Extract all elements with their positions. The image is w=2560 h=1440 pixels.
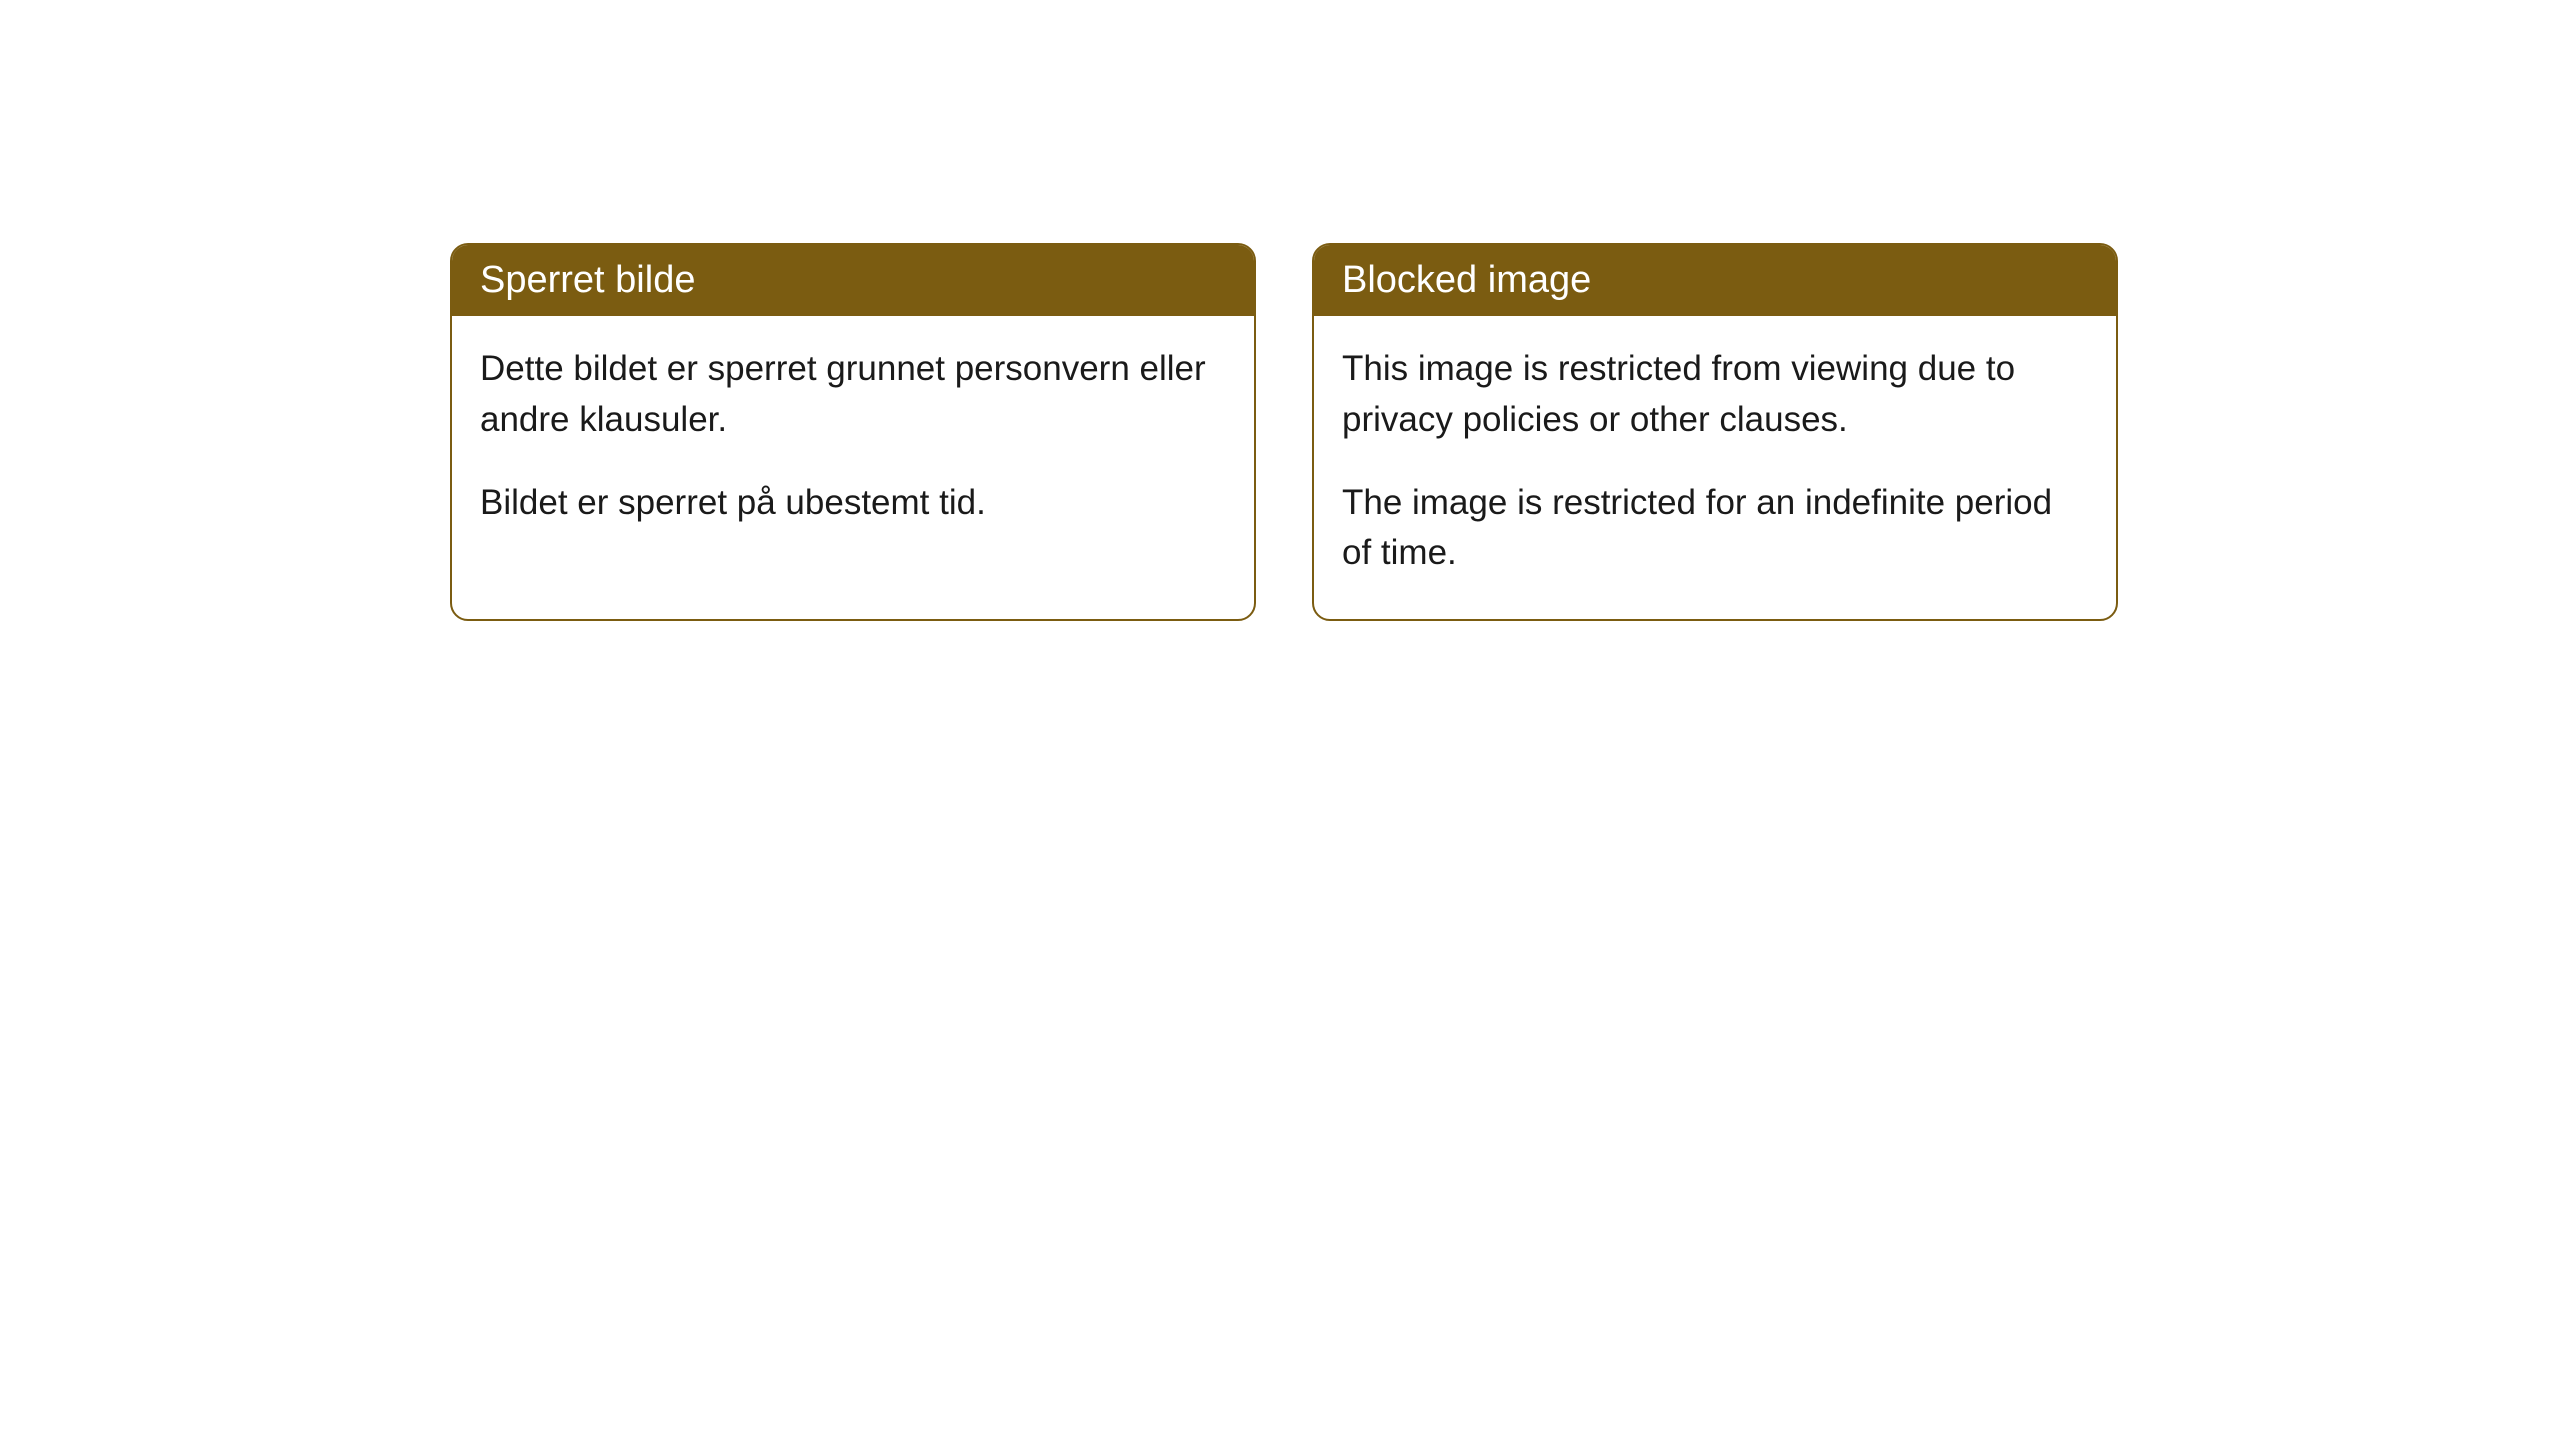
notice-cards-container: Sperret bilde Dette bildet er sperret gr… (450, 243, 2118, 621)
card-paragraph: The image is restricted for an indefinit… (1342, 478, 2088, 580)
card-title: Sperret bilde (480, 259, 695, 301)
card-title: Blocked image (1342, 259, 1591, 301)
card-paragraph: Dette bildet er sperret grunnet personve… (480, 344, 1226, 446)
card-paragraph: This image is restricted from viewing du… (1342, 344, 2088, 446)
card-header-english: Blocked image (1314, 245, 2116, 316)
notice-card-norwegian: Sperret bilde Dette bildet er sperret gr… (450, 243, 1256, 621)
card-body-norwegian: Dette bildet er sperret grunnet personve… (452, 316, 1254, 568)
card-paragraph: Bildet er sperret på ubestemt tid. (480, 478, 1226, 529)
notice-card-english: Blocked image This image is restricted f… (1312, 243, 2118, 621)
card-header-norwegian: Sperret bilde (452, 245, 1254, 316)
card-body-english: This image is restricted from viewing du… (1314, 316, 2116, 619)
